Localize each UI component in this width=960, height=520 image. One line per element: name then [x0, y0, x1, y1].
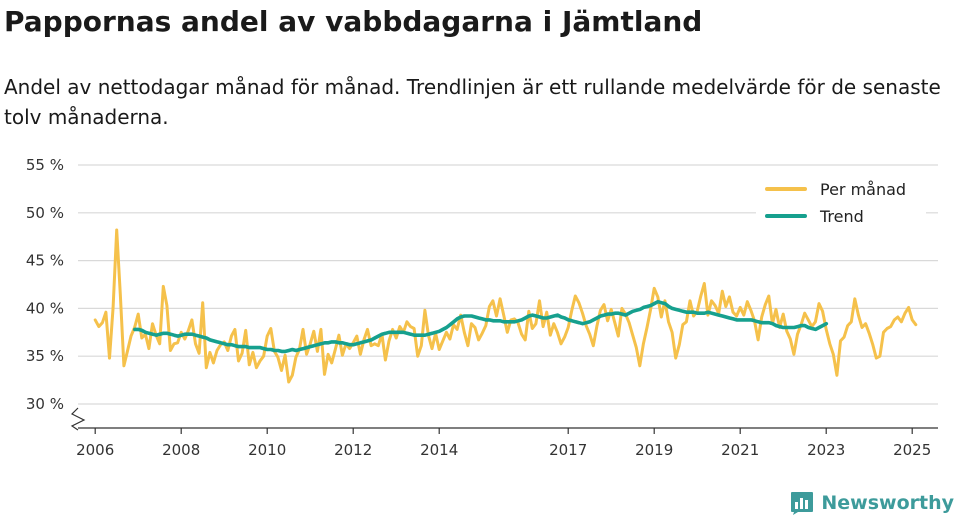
y-tick-label-40: 40 % [26, 299, 64, 317]
series-line-trend [133, 299, 829, 354]
axis-break-icon [70, 407, 86, 431]
y-tick-label-50: 50 % [26, 204, 64, 222]
x-tick-label-2014: 2014 [420, 441, 458, 459]
legend-background [756, 172, 926, 230]
x-tick-label-2008: 2008 [162, 441, 200, 459]
legend-label-per-manad: Per månad [820, 180, 906, 199]
x-tick-label-2021: 2021 [721, 441, 759, 459]
x-tick-label-2006: 2006 [76, 441, 114, 459]
y-tick-label-35: 35 % [26, 347, 64, 365]
x-tick-label-2025: 2025 [893, 441, 931, 459]
x-tick-label-2012: 2012 [334, 441, 372, 459]
axes [70, 407, 938, 431]
x-tick-labels: 2006 2008 2010 2012 2014 2017 2019 2021 2023 2025 [76, 428, 931, 459]
brand-name: Newsworthy [821, 492, 954, 514]
x-tick-label-2019: 2019 [635, 441, 673, 459]
series [93, 228, 918, 384]
series-line-per-manad [93, 228, 918, 384]
legend: Per månad Trend [756, 172, 926, 230]
y-tick-label-55: 55 % [26, 156, 64, 174]
x-tick-label-2017: 2017 [549, 441, 587, 459]
newsworthy-logo-icon [791, 492, 814, 515]
chart-subtitle: Andel av nettodagar månad för månad. Tre… [4, 75, 941, 129]
y-tick-label-30: 30 % [26, 395, 64, 413]
y-tick-label-45: 45 % [26, 252, 64, 270]
y-tick-labels: 30 % 35 % 40 % 45 % 50 % 55 % [26, 156, 64, 413]
brand: Newsworthy [789, 490, 954, 516]
x-tick-label-2023: 2023 [807, 441, 845, 459]
page-title: Pappornas andel av vabbdagarna i Jämtlan… [4, 5, 703, 38]
x-tick-label-2010: 2010 [248, 441, 286, 459]
legend-label-trend: Trend [819, 207, 864, 226]
